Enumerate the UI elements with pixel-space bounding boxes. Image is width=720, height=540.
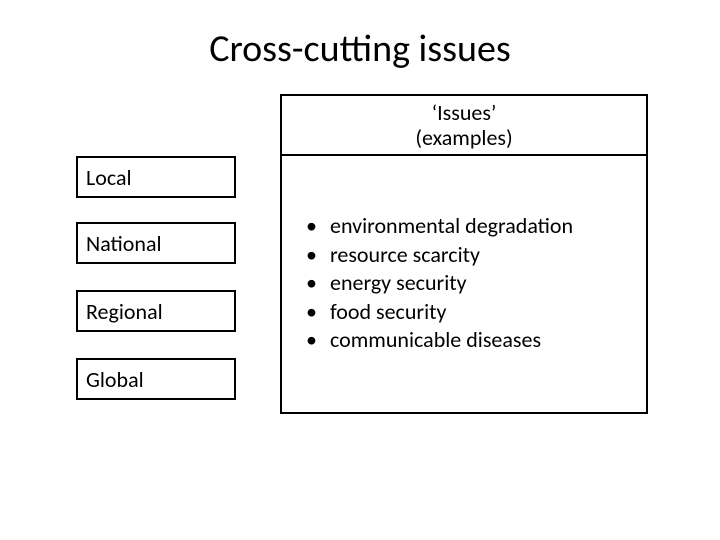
list-item: communicable diseases [300,326,628,355]
scale-box-regional: Regional [76,290,236,332]
issues-body-box: environmental degradation resource scarc… [280,156,648,414]
slide-title: Cross-cutting issues [0,26,720,72]
list-item: food security [300,298,628,327]
scale-label: Local [86,164,132,191]
scale-label: National [86,230,162,257]
scale-label: Global [86,366,144,393]
issues-header-line1: ‘Issues’ [432,100,497,125]
list-item: resource scarcity [300,241,628,270]
issues-header-box: ‘Issues’ (examples) [280,94,648,156]
scale-box-local: Local [76,156,236,198]
issues-list: environmental degradation resource scarc… [300,212,628,355]
scale-label: Regional [86,298,163,325]
issues-header-line2: (examples) [415,125,512,150]
list-item: environmental degradation [300,212,628,241]
scale-box-national: National [76,222,236,264]
list-item: energy security [300,269,628,298]
scale-box-global: Global [76,358,236,400]
